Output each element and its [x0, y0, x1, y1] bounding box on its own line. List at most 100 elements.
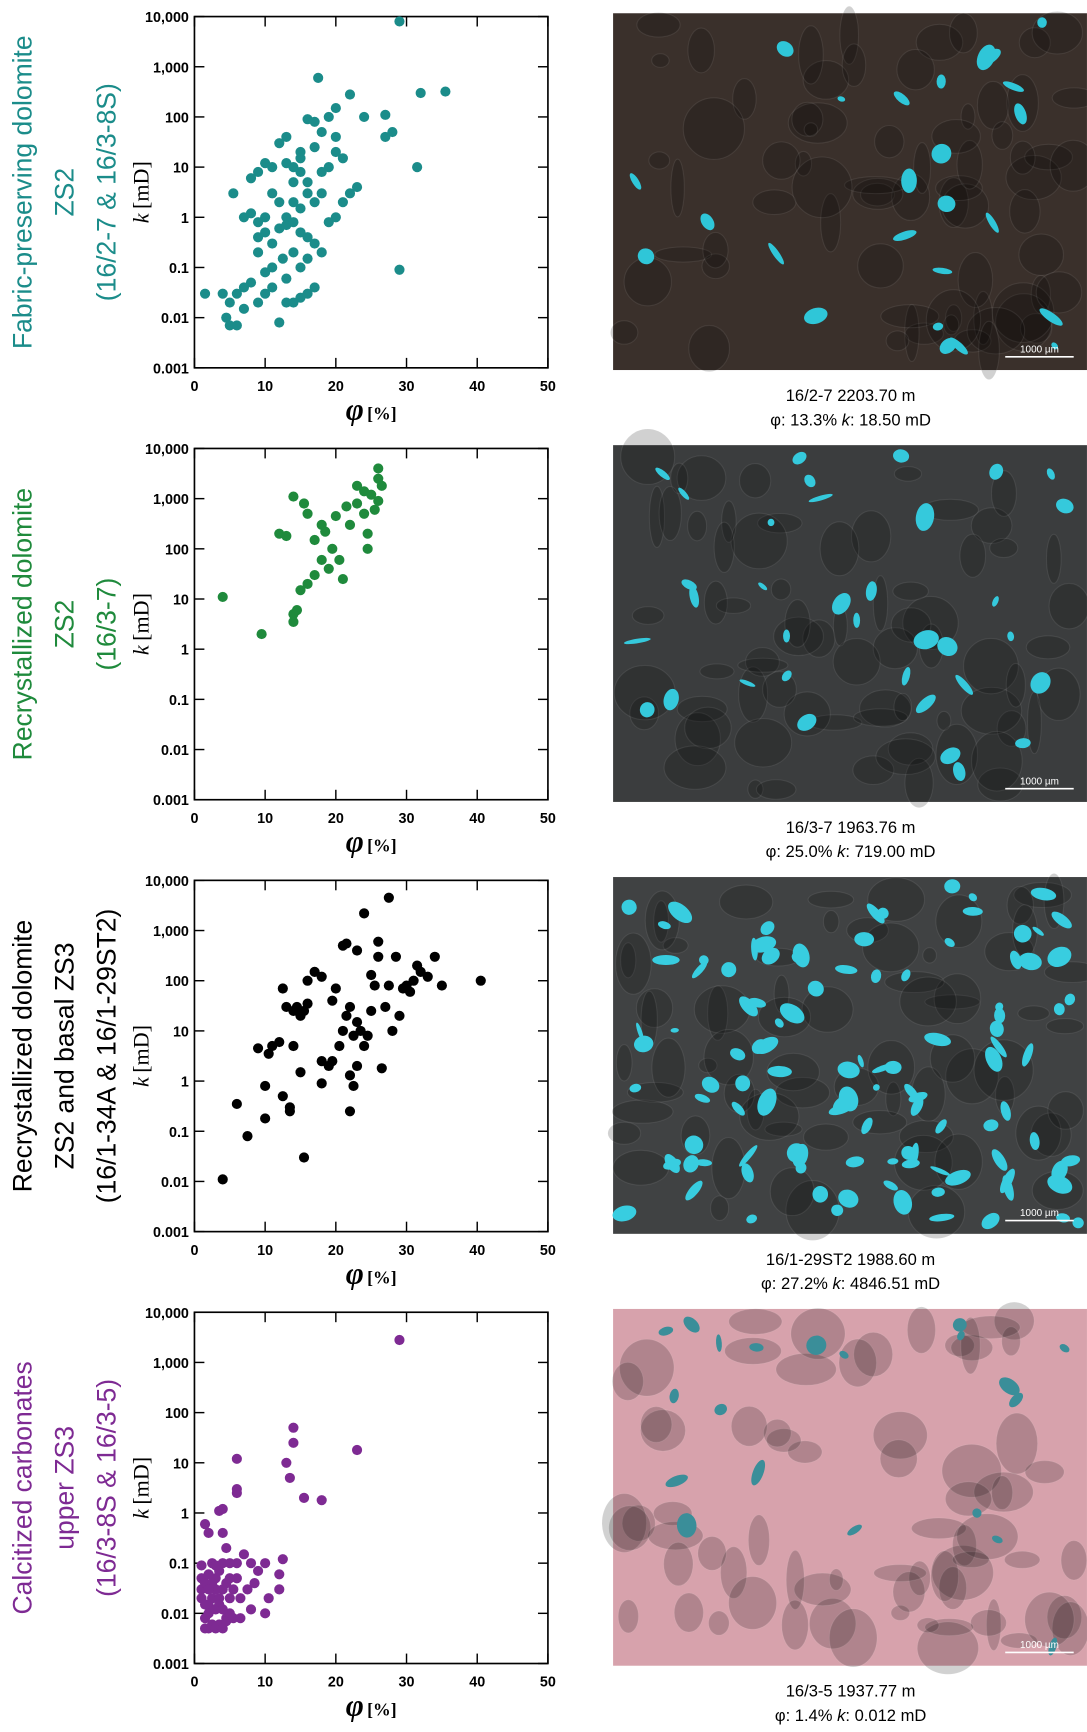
micrograph-grain [1006, 885, 1034, 925]
micrograph-grain [832, 637, 881, 686]
caption-porosity: φ: 27.2% [761, 1274, 832, 1293]
micrograph-grain [670, 462, 689, 495]
data-point [295, 585, 306, 596]
micrograph-grain [916, 1617, 940, 1634]
data-point [274, 317, 285, 328]
micrograph-grain [631, 606, 665, 625]
micrograph-pore [678, 487, 690, 500]
micrograph-pore [957, 1330, 965, 1341]
data-point [323, 217, 334, 228]
data-point [228, 188, 239, 199]
data-point [436, 980, 447, 991]
micrograph-pore [936, 74, 946, 89]
micrograph-pore [872, 1084, 880, 1091]
x-tick-label: 40 [469, 1675, 485, 1691]
micrograph-pore [1051, 342, 1059, 350]
data-point [288, 491, 299, 502]
y-axis-symbol: k [129, 1076, 154, 1087]
scale-bar-label: 1000 µm [1020, 1640, 1059, 1651]
micrograph-grain [755, 779, 797, 800]
micrograph-pore [837, 96, 846, 102]
micrograph-grain [615, 932, 652, 995]
micrograph-grain [798, 25, 824, 85]
micrograph-grain [892, 581, 929, 601]
micrograph-grain [744, 647, 780, 677]
data-point [295, 1067, 306, 1078]
data-point [344, 1070, 356, 1081]
chart-panel: Recrystallized dolomite ZS2 (16/3-7) k [mD] φ… [7, 428, 1087, 861]
micrograph-pore [668, 901, 693, 924]
data-point [295, 203, 306, 214]
micrograph-pore [721, 962, 737, 978]
micrograph-grain [924, 994, 981, 1010]
micrograph-grain [913, 141, 932, 194]
micrograph-grain [762, 670, 797, 708]
data-point [217, 288, 228, 299]
data-point [260, 1608, 271, 1619]
data-point [341, 938, 352, 949]
micrograph-grain [791, 156, 853, 219]
y-tick-label: 0.1 [169, 261, 189, 277]
micrograph-grain [702, 231, 729, 269]
data-point [373, 495, 384, 507]
x-tick-label: 50 [540, 379, 556, 395]
data-point [359, 1040, 370, 1052]
y-axis-unit: [mD] [129, 1457, 154, 1505]
micrograph-pore [776, 41, 794, 57]
micrograph-pore [807, 980, 824, 997]
micrograph-grain [904, 303, 920, 362]
data-point [274, 138, 285, 149]
data-point [316, 971, 327, 982]
y-tick-label: 0.1 [169, 693, 189, 709]
micrograph-grain [963, 637, 1019, 695]
micrograph-pore [1018, 952, 1042, 971]
micrograph-pore [779, 1003, 805, 1024]
data-point [316, 519, 327, 530]
y-tick-label: 0.001 [153, 1657, 189, 1673]
data-point [334, 1040, 345, 1052]
micrograph-pore [972, 1508, 982, 1518]
data-point [337, 153, 348, 164]
micrograph-pore [940, 747, 961, 765]
micrograph-grain [793, 1572, 852, 1607]
micrograph-grain [925, 289, 982, 352]
data-point [302, 288, 313, 299]
micrograph-pore [774, 1018, 784, 1028]
micrograph-pore [1014, 103, 1027, 125]
x-tick-label: 30 [399, 811, 415, 827]
x-tick-label: 40 [469, 1243, 485, 1259]
micrograph-grain [1003, 1550, 1041, 1569]
micrograph-pore [883, 1180, 898, 1191]
data-point [274, 1584, 285, 1595]
data-point [362, 1030, 373, 1041]
data-point [260, 1113, 271, 1124]
micrograph-grain [719, 884, 774, 920]
data-point [323, 111, 334, 123]
micrograph-pore [1032, 926, 1044, 936]
micrograph-grain [950, 1334, 994, 1362]
micrograph-grain [1030, 274, 1052, 315]
data-point [281, 273, 292, 284]
micrograph-pore [669, 1388, 679, 1404]
caption-properties: φ: 1.4% k: 0.012 mD [775, 1706, 927, 1725]
data-point [330, 131, 341, 142]
data-point [309, 238, 320, 249]
micrograph-grain [807, 890, 855, 909]
micrograph-pore [664, 1154, 680, 1174]
data-point [309, 966, 320, 977]
data-point [217, 1604, 228, 1615]
micrograph-grain [1047, 1091, 1084, 1130]
micrograph-grain [852, 708, 909, 727]
micrograph-pore [893, 1189, 913, 1215]
micrograph-pore [901, 168, 917, 194]
micrograph-grain [822, 909, 840, 934]
caption-sample: 16/3-7 1963.76 m [786, 818, 916, 837]
data-point [298, 1492, 310, 1503]
micrograph-grain [857, 243, 904, 289]
micrograph-pore [952, 1318, 967, 1332]
micrograph-pore [806, 1335, 827, 1355]
micrograph-pore [792, 943, 810, 968]
micrograph-grain [841, 43, 867, 88]
data-point [394, 16, 405, 27]
micrograph-grain [663, 745, 727, 790]
